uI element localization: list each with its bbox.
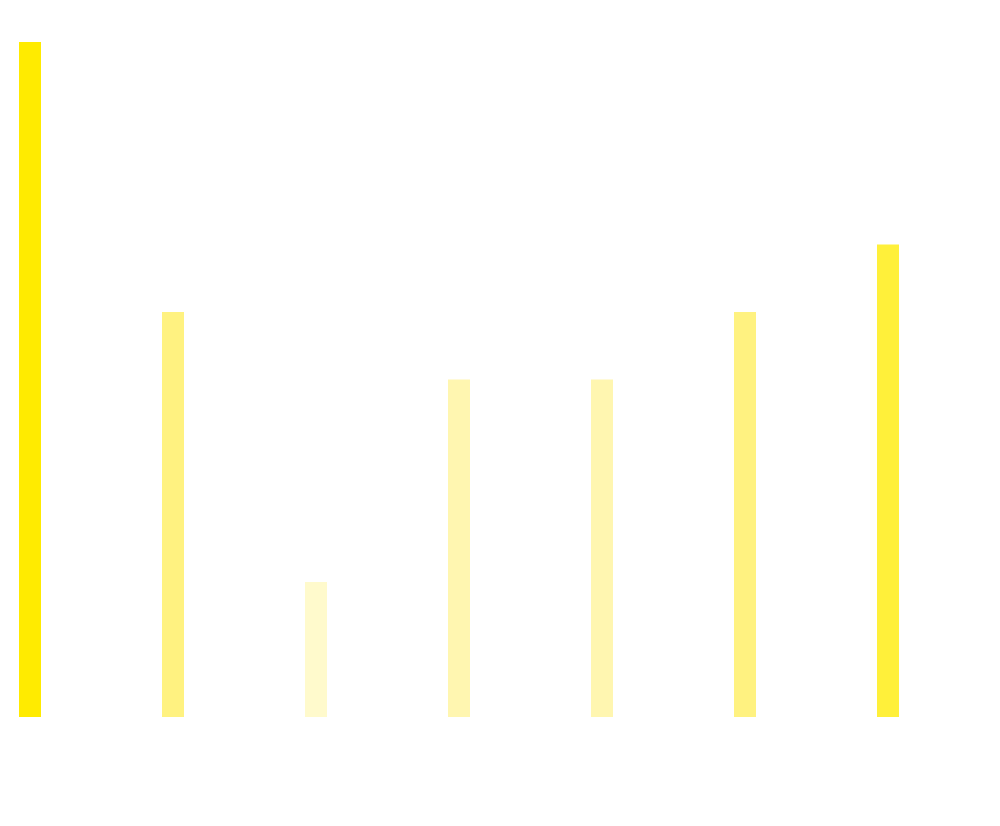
bar: [162, 312, 184, 717]
bar: [734, 312, 756, 717]
bar: [591, 379, 613, 717]
bar: [448, 379, 470, 717]
bar: [19, 42, 41, 717]
bar: [305, 582, 327, 717]
bar: [877, 244, 899, 717]
